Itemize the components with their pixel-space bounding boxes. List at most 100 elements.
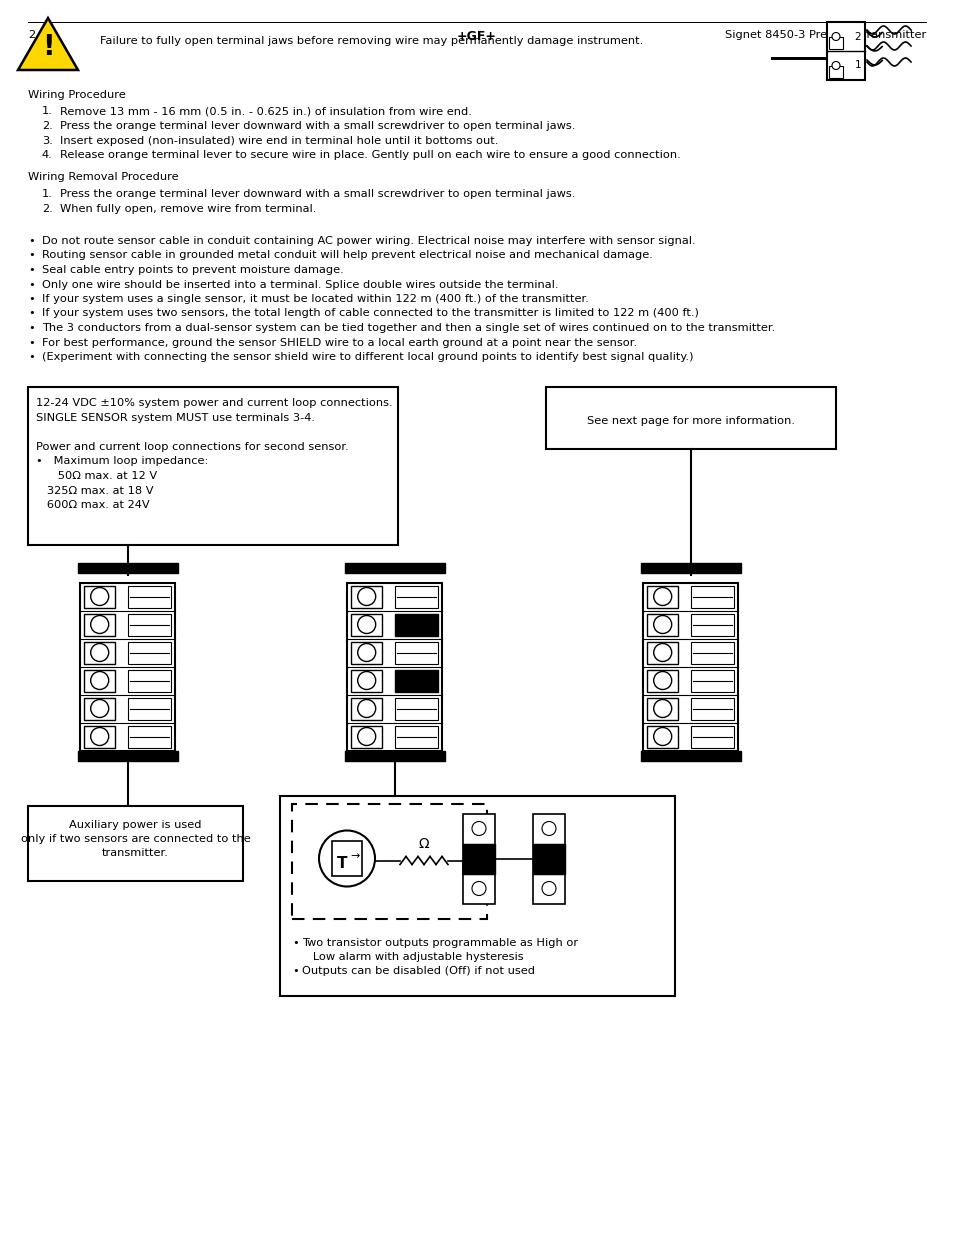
Circle shape bbox=[357, 699, 375, 718]
Text: !: ! bbox=[42, 32, 54, 61]
Text: +GF+: +GF+ bbox=[456, 30, 497, 43]
Text: 4.: 4. bbox=[42, 149, 52, 161]
Bar bbox=[828, 65, 842, 78]
Bar bbox=[128, 669, 171, 692]
Text: •: • bbox=[29, 337, 35, 347]
Bar bbox=[78, 751, 178, 761]
Text: When fully open, remove wire from terminal.: When fully open, remove wire from termin… bbox=[60, 204, 316, 214]
Text: (Experiment with connecting the sensor shield wire to different local ground poi: (Experiment with connecting the sensor s… bbox=[42, 352, 693, 362]
Circle shape bbox=[357, 643, 375, 662]
Text: Press the orange terminal lever downward with a small screwdriver to open termin: Press the orange terminal lever downward… bbox=[60, 121, 575, 131]
Bar bbox=[78, 562, 178, 573]
Circle shape bbox=[91, 615, 109, 634]
Text: →: → bbox=[350, 851, 359, 862]
Circle shape bbox=[653, 727, 671, 746]
Text: Power and current loop connections for second sensor.: Power and current loop connections for s… bbox=[36, 442, 349, 452]
Bar bbox=[395, 669, 437, 692]
Bar bbox=[395, 698, 437, 720]
Bar bbox=[351, 669, 381, 692]
Text: •: • bbox=[29, 251, 35, 261]
Text: For best performance, ground the sensor SHIELD wire to a local earth ground at a: For best performance, ground the sensor … bbox=[42, 337, 637, 347]
Bar bbox=[85, 585, 114, 608]
Circle shape bbox=[541, 821, 556, 836]
Text: Two transistor outputs programmable as High or: Two transistor outputs programmable as H… bbox=[302, 937, 578, 947]
Text: 2: 2 bbox=[28, 30, 35, 40]
Text: Wiring Removal Procedure: Wiring Removal Procedure bbox=[28, 173, 178, 183]
Text: See next page for more information.: See next page for more information. bbox=[586, 415, 794, 426]
Text: 12-24 VDC ±10% system power and current loop connections.: 12-24 VDC ±10% system power and current … bbox=[36, 399, 393, 409]
Bar bbox=[85, 698, 114, 720]
Bar bbox=[647, 614, 678, 636]
Bar bbox=[332, 841, 361, 876]
Text: •: • bbox=[292, 967, 298, 977]
Circle shape bbox=[357, 672, 375, 689]
Bar bbox=[85, 725, 114, 747]
Circle shape bbox=[357, 588, 375, 605]
Bar bbox=[826, 22, 864, 80]
Text: 1: 1 bbox=[854, 61, 861, 70]
Bar bbox=[128, 585, 171, 608]
Text: •   Maximum loop impedance:: • Maximum loop impedance: bbox=[36, 457, 208, 467]
Bar bbox=[690, 669, 733, 692]
Bar bbox=[347, 583, 442, 751]
Bar bbox=[828, 37, 842, 49]
Bar bbox=[690, 614, 733, 636]
Text: 3.: 3. bbox=[42, 136, 52, 146]
Text: Press the orange terminal lever downward with a small screwdriver to open termin: Press the orange terminal lever downward… bbox=[60, 189, 575, 199]
Text: 600Ω max. at 24V: 600Ω max. at 24V bbox=[36, 500, 150, 510]
Bar bbox=[690, 725, 733, 747]
Text: SINGLE SENSOR system MUST use terminals 3-4.: SINGLE SENSOR system MUST use terminals … bbox=[36, 412, 314, 424]
Circle shape bbox=[653, 588, 671, 605]
Bar bbox=[351, 585, 381, 608]
Bar bbox=[690, 641, 733, 663]
Bar bbox=[280, 795, 675, 995]
Text: •: • bbox=[29, 294, 35, 304]
Bar bbox=[647, 698, 678, 720]
Text: 2.: 2. bbox=[42, 121, 52, 131]
Text: Ω: Ω bbox=[418, 837, 429, 851]
Bar bbox=[647, 641, 678, 663]
Text: Insert exposed (non-insulated) wire end in terminal hole until it bottoms out.: Insert exposed (non-insulated) wire end … bbox=[60, 136, 497, 146]
Bar bbox=[545, 387, 835, 448]
Text: transmitter.: transmitter. bbox=[102, 848, 169, 858]
Text: Seal cable entry points to prevent moisture damage.: Seal cable entry points to prevent moist… bbox=[42, 266, 343, 275]
Text: Outputs can be disabled (Off) if not used: Outputs can be disabled (Off) if not use… bbox=[302, 967, 535, 977]
Text: Release orange terminal lever to secure wire in place. Gently pull on each wire : Release orange terminal lever to secure … bbox=[60, 149, 680, 161]
Bar bbox=[351, 614, 381, 636]
Text: Low alarm with adjustable hysteresis: Low alarm with adjustable hysteresis bbox=[302, 952, 523, 962]
Bar bbox=[690, 585, 733, 608]
Text: Auxiliary power is used: Auxiliary power is used bbox=[70, 820, 201, 830]
Text: •: • bbox=[29, 352, 35, 362]
Bar bbox=[128, 698, 171, 720]
Bar bbox=[351, 641, 381, 663]
Text: •: • bbox=[29, 236, 35, 246]
Bar bbox=[292, 804, 486, 919]
Bar bbox=[533, 844, 564, 873]
Bar bbox=[643, 583, 738, 751]
Circle shape bbox=[91, 727, 109, 746]
Circle shape bbox=[653, 672, 671, 689]
Bar bbox=[85, 669, 114, 692]
Polygon shape bbox=[18, 19, 78, 70]
Circle shape bbox=[318, 830, 375, 887]
Bar bbox=[647, 669, 678, 692]
Bar bbox=[640, 751, 740, 761]
Text: If your system uses two sensors, the total length of cable connected to the tran: If your system uses two sensors, the tot… bbox=[42, 309, 699, 319]
Bar bbox=[351, 725, 381, 747]
Bar bbox=[28, 805, 243, 881]
Bar bbox=[128, 725, 171, 747]
Bar bbox=[85, 614, 114, 636]
Text: Only one wire should be inserted into a terminal. Splice double wires outside th: Only one wire should be inserted into a … bbox=[42, 279, 558, 289]
Bar bbox=[533, 814, 564, 904]
Bar bbox=[345, 751, 444, 761]
Bar bbox=[28, 387, 397, 545]
Bar bbox=[85, 641, 114, 663]
Circle shape bbox=[91, 699, 109, 718]
Text: •: • bbox=[29, 279, 35, 289]
Bar bbox=[395, 725, 437, 747]
Circle shape bbox=[653, 643, 671, 662]
Text: The 3 conductors from a dual-sensor system can be tied together and then a singl: The 3 conductors from a dual-sensor syst… bbox=[42, 324, 775, 333]
Bar bbox=[462, 844, 495, 873]
Bar bbox=[345, 562, 444, 573]
Bar bbox=[462, 814, 495, 904]
